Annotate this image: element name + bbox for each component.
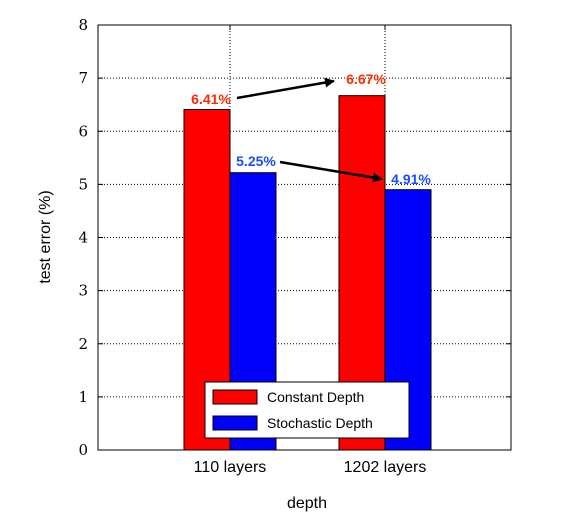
- annotation-arrow-0: [236, 77, 335, 100]
- y-tick-label: 6: [78, 122, 88, 140]
- data-label-stochastic-depth-0: 5.25%: [236, 153, 276, 169]
- y-axis-ticks: 0 1 2 3 4 5 6 7 8: [78, 16, 511, 459]
- annotation-arrow-1: [279, 160, 383, 183]
- x-axis-ticks: 110 layers 1202 layers: [194, 25, 427, 476]
- data-label-constant-depth-0: 6.41%: [191, 91, 231, 107]
- x-tick-label: 110 layers: [194, 459, 267, 476]
- legend-label-constant-depth: Constant Depth: [267, 389, 364, 405]
- x-tick-label: 1202 layers: [344, 459, 427, 476]
- data-labels: 6.41% 6.67% 5.25% 4.91%: [191, 71, 431, 187]
- y-tick-label: 4: [78, 229, 88, 247]
- y-tick-label: 7: [78, 69, 88, 87]
- y-tick-label: 0: [78, 441, 88, 459]
- y-tick-label: 1: [78, 388, 88, 406]
- legend-swatch-stochastic-depth: [212, 415, 258, 431]
- legend: Constant Depth Stochastic Depth: [204, 381, 410, 439]
- y-tick-label: 2: [78, 335, 88, 353]
- annotation-arrows: [236, 77, 383, 183]
- data-label-stochastic-depth-1: 4.91%: [391, 171, 431, 187]
- legend-swatch-constant-depth: [212, 389, 258, 405]
- y-tick-label: 3: [78, 282, 88, 300]
- x-axis-label: depth: [287, 495, 327, 512]
- legend-label-stochastic-depth: Stochastic Depth: [267, 415, 373, 431]
- y-axis-label: test error (%): [37, 190, 54, 283]
- y-tick-label: 8: [78, 16, 88, 34]
- y-tick-label: 5: [78, 175, 88, 193]
- data-label-constant-depth-1: 6.67%: [346, 71, 386, 87]
